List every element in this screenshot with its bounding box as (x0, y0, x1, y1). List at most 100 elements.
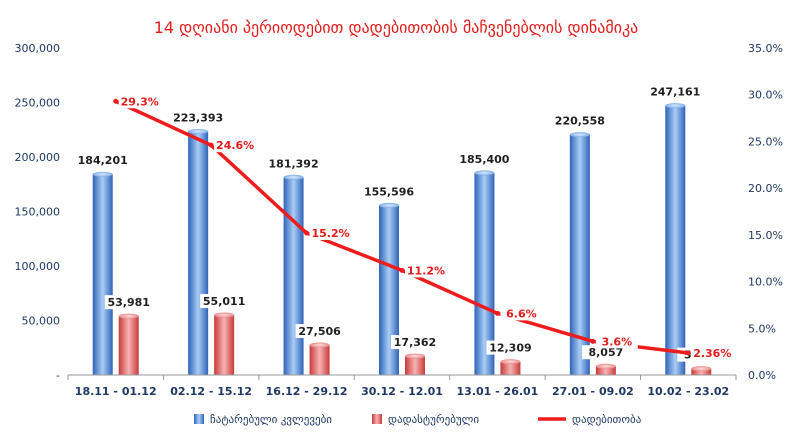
positivity-data-label: 6.6% (506, 307, 537, 320)
data-label-backdrop (309, 225, 352, 240)
chart-title: 14 დღიანი პერიოდებით დადებითობის მაჩვენე… (154, 18, 639, 37)
confirmed-bar (118, 316, 139, 375)
category-label: 27.01 - 09.02 (552, 385, 634, 398)
right-axis: 0.0% 5.0% 10.0% 15.0% 20.0% 25.0% 30.0% 35.0% (748, 42, 783, 382)
tests-data-label: 223,393 (173, 112, 223, 125)
positivity-data-label: 29.3% (121, 95, 159, 108)
tests-bar (665, 105, 686, 375)
category-label: 13.01 - 26.01 (457, 385, 539, 398)
tests-data-label: 155,596 (364, 185, 414, 198)
positivity-point (304, 230, 310, 236)
legend-label-tests: ჩატარებული კვლევები (210, 413, 332, 426)
confirmed-bar (309, 345, 330, 375)
right-tick-label: 30.0% (748, 89, 783, 102)
legend-swatch-tests (194, 414, 204, 424)
tests-bar (474, 172, 495, 375)
data-label-backdrop (104, 295, 153, 310)
left-tick-label: 100,000 (15, 260, 61, 273)
tests-data-label: 220,558 (555, 115, 605, 128)
data-label-backdrop (691, 345, 734, 360)
data-label-backdrop (460, 151, 509, 166)
left-tick-label: - (56, 369, 60, 382)
confirmed-bar-cap (691, 366, 712, 372)
confirmed-data-label: 27,506 (298, 325, 341, 338)
tests-bar (92, 174, 113, 375)
confirmed-bar-cap (118, 313, 139, 319)
confirmed-data-label: 12,309 (489, 342, 531, 355)
data-label-backdrop (651, 84, 700, 99)
tests-bar (379, 205, 399, 375)
legend-label-positivity: დადებითობა (572, 413, 642, 426)
category-label: 30.12 - 12.01 (361, 385, 443, 398)
confirmed-bar-cap (500, 359, 521, 365)
data-label-backdrop (486, 340, 535, 355)
confirmed-data-label: 17,362 (394, 336, 436, 349)
category-label: 16.12 - 29.12 (266, 385, 348, 398)
left-tick-label: 300,000 (15, 42, 61, 55)
confirmed-bar (214, 315, 235, 375)
data-label-backdrop (405, 263, 447, 278)
data-label-backdrop (500, 306, 543, 321)
confirmed-bar (595, 366, 616, 375)
right-tick-label: 10.0% (748, 276, 783, 289)
data-label-backdrop (174, 110, 223, 125)
data-label-backdrop (214, 138, 257, 153)
x-axis: 18.11 - 01.12 02.12 - 15.12 16.12 - 29.12 3… (67, 374, 737, 398)
confirmed-bar (405, 356, 425, 375)
tests-bar-cap (92, 171, 113, 177)
data-label-backdrop (200, 294, 249, 309)
data-label-backdrop (365, 184, 413, 199)
right-tick-label: 5.0% (748, 322, 776, 335)
right-tick-label: 25.0% (748, 135, 783, 148)
right-tick-label: 15.0% (748, 229, 783, 242)
right-tick-label: 0.0% (748, 369, 776, 382)
confirmed-bar-cap (595, 363, 616, 369)
positivity-data-label: 15.2% (311, 227, 349, 240)
legend-label-confirmed: დადასტურებული (388, 413, 479, 426)
left-tick-label: 50,000 (22, 315, 61, 328)
tests-bar (569, 134, 590, 375)
tests-bar-cap (569, 132, 590, 138)
confirmed-data-label: 8,057 (588, 346, 623, 359)
category-label: 18.11 - 01.12 (75, 385, 157, 398)
tests-bar-cap (665, 103, 686, 109)
data-label-backdrop (295, 324, 344, 339)
positivity-data-label: 2.36% (693, 347, 731, 360)
data-label-backdrop (581, 345, 630, 360)
data-label-backdrop (269, 156, 318, 171)
positivity-point (685, 350, 691, 356)
positivity-data-label: 24.6% (216, 139, 254, 152)
legend-swatch-confirmed (372, 414, 382, 424)
tests-bar-cap (379, 202, 399, 208)
left-axis: - 50,000 100,000 150,000 200,000 250,000 300,0… (15, 42, 61, 382)
tests-bar-cap (474, 170, 495, 176)
category-label: 10.02 - 23.02 (647, 385, 729, 398)
confirmed-bar (500, 361, 521, 375)
positivity-point (590, 338, 596, 344)
tests-data-label: 185,400 (459, 153, 509, 166)
positivity-data-label: 3.6% (602, 335, 633, 348)
tests-data-label: 184,201 (78, 154, 128, 167)
positivity-point (494, 310, 500, 316)
confirmed-data-label: 55,011 (203, 295, 245, 308)
tests-bar-cap (188, 129, 209, 135)
left-tick-label: 200,000 (15, 151, 61, 164)
left-tick-label: 250,000 (15, 97, 61, 110)
data-label-backdrop (118, 94, 161, 109)
positivity-data-label: 11.2% (407, 264, 445, 277)
category-label: 02.12 - 15.12 (170, 385, 252, 398)
right-tick-label: 20.0% (748, 182, 783, 195)
tests-bar (283, 177, 304, 375)
positivity-point (113, 98, 119, 104)
tests-bar-cap (283, 174, 304, 180)
tests-data-label: 247,161 (650, 86, 700, 99)
positivity-point (399, 267, 405, 273)
legend: ჩატარებული კვლევები დადასტურებული დადებითო… (194, 413, 642, 426)
confirmed-bar-cap (214, 312, 235, 318)
data-label-backdrop (78, 153, 127, 168)
bars: 184,201 223,393 181,392 155,596 185,400 220,5… (78, 84, 726, 375)
right-tick-label: 35.0% (748, 42, 783, 55)
data-label-backdrop (555, 113, 604, 128)
